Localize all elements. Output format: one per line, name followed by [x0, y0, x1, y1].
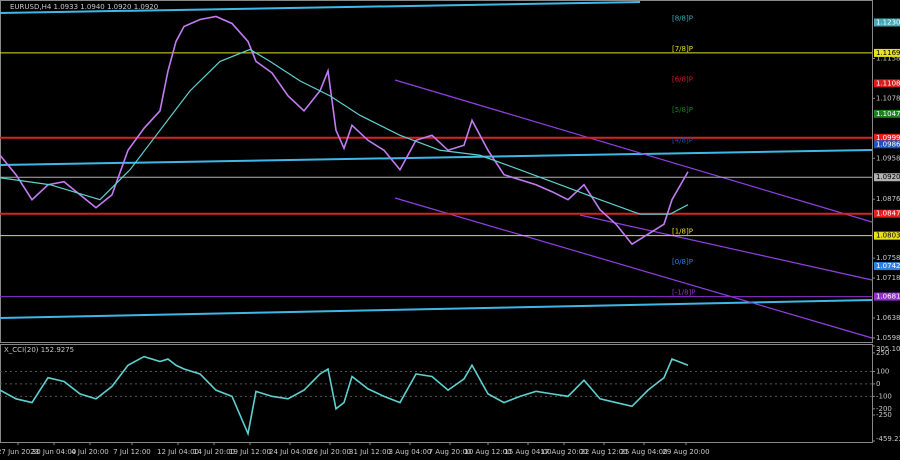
y-tick-label: -250 — [876, 411, 892, 419]
y-tick-label: 1.1078 — [876, 94, 900, 102]
level-box — [874, 18, 900, 27]
x-tick-label: 30 Jun 04:00 — [32, 448, 76, 456]
level-label: 1.0681 — [876, 293, 900, 301]
level-box — [874, 79, 900, 88]
level-label: 1.0847 — [876, 210, 900, 218]
channel-line — [579, 214, 873, 281]
channel-line — [394, 197, 873, 339]
y-tick-label: -459.2217 — [876, 435, 900, 443]
level-name: [8/8]P — [672, 14, 693, 22]
trend-line — [0, 299, 873, 319]
x-tick-label: 25 Aug 04:00 — [620, 448, 667, 456]
series-line — [0, 355, 689, 437]
level-label: 1.1230 — [876, 18, 900, 26]
x-tick-label: 15 Aug 04:00 — [504, 448, 551, 456]
level-name: [7/8]P — [672, 45, 693, 53]
x-tick-label: 14 Jul 20:00 — [193, 448, 235, 456]
y-tick-label: -100 — [876, 392, 892, 400]
series-line — [0, 15, 689, 246]
level-box — [874, 109, 900, 118]
cci-title: X_CCI(20) 152.9275 — [4, 346, 74, 354]
level-name: [0/8]P — [672, 258, 693, 266]
y-tick-label: 1.0758 — [876, 254, 900, 262]
level-label: 1.0920 — [876, 173, 900, 181]
level-name: [4/8]P — [672, 136, 693, 144]
level-label: 1.0803 — [876, 232, 900, 240]
series-line — [0, 48, 689, 215]
level-box — [874, 209, 900, 218]
level-name: [6/8]P — [672, 75, 693, 83]
y-tick-label: 100 — [876, 367, 889, 375]
level-box — [874, 133, 900, 142]
level-box — [874, 262, 900, 271]
level-label: 1.0742 — [876, 262, 900, 270]
y-tick-label: 1.1158 — [876, 54, 900, 62]
x-tick-label: 4 Jul 20:00 — [71, 448, 109, 456]
y-tick-label: 1.0718 — [876, 274, 900, 282]
y-tick-label: 1.0958 — [876, 154, 900, 162]
level-box — [874, 173, 900, 182]
plot-layer: 1.1158 1.1078 1.0958 1.0876 1.0758 1.0718 1.06… — [0, 14, 900, 456]
x-tick-label: 3 Aug 04:00 — [389, 448, 432, 456]
x-tick-label: 17 Aug 20:00 — [540, 448, 587, 456]
level-box — [874, 292, 900, 301]
level-name: [5/8]P — [672, 106, 693, 114]
x-tick-label: 29 Aug 20:00 — [662, 448, 709, 456]
level-label: 1.1047 — [876, 110, 900, 118]
y-tick-label: 250 — [876, 349, 889, 357]
level-name: [1/8]P — [672, 228, 693, 236]
y-tick-label: 1.0638 — [876, 314, 900, 322]
level-label: 1.0999 — [876, 134, 900, 142]
main-title: EURUSD,H4 1.0933 1.0940 1.0920 1.0920 — [10, 3, 158, 11]
x-tick-label: 31 Jul 12:00 — [349, 448, 391, 456]
channel-line — [394, 79, 873, 223]
x-tick-label: 7 Aug 20:00 — [429, 448, 472, 456]
y-tick-label: 1.0876 — [876, 195, 900, 203]
level-label: 1.0986 — [876, 140, 900, 148]
y-tick-label: 305.1099 — [876, 345, 900, 353]
x-tick-label: 12 Jul 04:00 — [157, 448, 199, 456]
x-tick-label: 10 Aug 12:00 — [464, 448, 511, 456]
x-tick-label: 27 Jun 2023 — [0, 448, 39, 456]
trend-line — [0, 149, 873, 166]
y-tick-label: 0 — [876, 380, 880, 388]
level-name: [-1/8]P — [672, 289, 695, 297]
x-tick-label: 26 Jul 20:00 — [309, 448, 351, 456]
level-box — [874, 231, 900, 240]
y-tick-label: 1.0598 — [876, 334, 900, 342]
level-box — [874, 140, 900, 149]
level-box — [874, 48, 900, 57]
y-tick-label: -200 — [876, 405, 892, 413]
main-frame — [0, 0, 873, 343]
x-tick-label: 7 Jul 12:00 — [113, 448, 151, 456]
x-tick-label: 22 Aug 12:00 — [580, 448, 627, 456]
level-label: 1.1108 — [876, 79, 900, 87]
level-label: 1.1169 — [876, 49, 900, 57]
x-tick-label: 19 Jul 12:00 — [229, 448, 271, 456]
cci-frame — [0, 344, 873, 443]
x-tick-label: 24 Jul 04:00 — [269, 448, 311, 456]
trend-line — [0, 1, 641, 14]
